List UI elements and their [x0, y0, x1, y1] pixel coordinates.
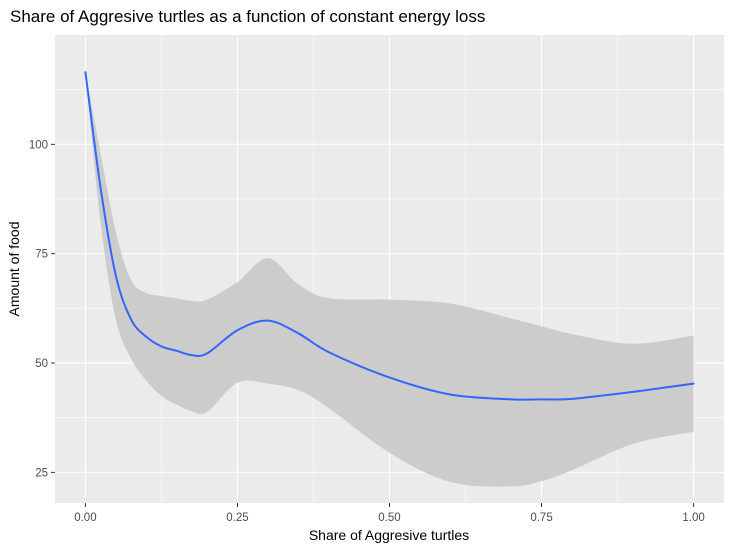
y-tick-label: 100 [29, 139, 48, 151]
y-tick-label: 75 [35, 249, 48, 261]
confidence-band [85, 72, 694, 487]
y-axis: 25 50 75 100 [29, 139, 55, 479]
x-tick-label: 0.25 [226, 512, 248, 524]
y-tick-label: 25 [35, 467, 48, 479]
x-axis: 0.00 0.25 0.50 0.75 1.00 [74, 503, 705, 524]
smooth-line-path [84, 71, 695, 401]
x-axis-title: Share of Aggresive turtles [309, 527, 469, 543]
x-tick-label: 0.50 [378, 512, 400, 524]
chart-title: Share of Aggresive turtles as a function… [10, 7, 485, 26]
y-axis-title: Amount of food [6, 222, 22, 317]
smooth-line [84, 71, 695, 401]
x-tick-label: 0.00 [74, 512, 96, 524]
y-tick-label: 50 [35, 358, 48, 370]
x-tick-label: 0.75 [530, 512, 552, 524]
confidence-band-area [85, 72, 694, 487]
x-tick-label: 1.00 [682, 512, 704, 524]
